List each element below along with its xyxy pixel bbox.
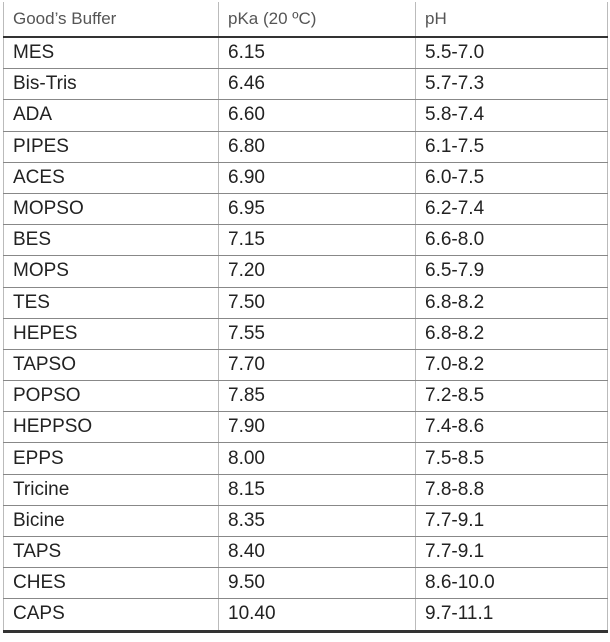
table-row: CAPS 10.40 9.7-11.1 (3, 598, 608, 633)
table-row: TAPS 8.40 7.7-9.1 (3, 536, 608, 569)
table-cell: 5.8-7.4 (415, 99, 608, 132)
table-cell: 7.15 (218, 224, 416, 257)
table-cell: 7.20 (218, 255, 416, 288)
table-cell: 6.8-8.2 (415, 318, 608, 350)
table-cell: 7.8-8.8 (415, 474, 608, 506)
header-cell: pKa (20 ºC) (218, 2, 416, 38)
table-row: HEPES 7.55 6.8-8.2 (3, 318, 608, 350)
table-row: Tricine 8.15 7.8-8.8 (3, 474, 608, 506)
table-cell: 6.8-8.2 (415, 287, 608, 319)
table-cell: POPSO (3, 380, 219, 413)
table-row: MOPSO 6.95 6.2-7.4 (3, 193, 608, 226)
table-cell: TES (3, 287, 219, 319)
table-cell: 6.1-7.5 (415, 131, 608, 163)
table-cell: 7.7-9.1 (415, 505, 608, 538)
table-cell: HEPPSO (3, 411, 219, 444)
table-cell: 6.2-7.4 (415, 193, 608, 226)
table-cell: 9.7-11.1 (415, 598, 608, 633)
table-cell: 7.90 (218, 411, 416, 444)
table-cell: 6.95 (218, 193, 416, 226)
table-row: Bis-Tris 6.46 5.7-7.3 (3, 68, 608, 101)
table-cell: CAPS (3, 598, 219, 633)
table-row: TAPSO 7.70 7.0-8.2 (3, 349, 608, 382)
table-cell: 8.6-10.0 (415, 567, 608, 600)
table-cell: BES (3, 224, 219, 257)
table-cell: 6.60 (218, 99, 416, 132)
table-cell: 6.80 (218, 131, 416, 163)
header-cell: Good’s Buffer (3, 2, 219, 38)
table-cell: 7.85 (218, 380, 416, 413)
table-cell: 5.5-7.0 (415, 37, 608, 70)
table-cell: ADA (3, 99, 219, 132)
table-cell: 7.55 (218, 318, 416, 350)
table-cell: 7.4-8.6 (415, 411, 608, 444)
table-cell: EPPS (3, 442, 219, 475)
table-row: CHES 9.50 8.6-10.0 (3, 567, 608, 600)
table-row: MOPS 7.20 6.5-7.9 (3, 255, 608, 288)
buffer-table: Good’s Buffer pKa (20 ºC) pH MES 6.15 5.5-7.… (3, 2, 608, 633)
table-cell: 8.00 (218, 442, 416, 475)
table-row: BES 7.15 6.6-8.0 (3, 224, 608, 257)
table-cell: 6.0-7.5 (415, 162, 608, 194)
table-cell: 5.7-7.3 (415, 68, 608, 101)
table-row: ADA 6.60 5.8-7.4 (3, 99, 608, 132)
table-cell: 10.40 (218, 598, 416, 633)
table-cell: TAPSO (3, 349, 219, 382)
table-cell: Bis-Tris (3, 68, 219, 101)
table-row: PIPES 6.80 6.1-7.5 (3, 131, 608, 163)
header-cell: pH (415, 2, 608, 38)
table-cell: 8.40 (218, 536, 416, 569)
table-cell: 7.70 (218, 349, 416, 382)
table-row: TES 7.50 6.8-8.2 (3, 287, 608, 319)
table-cell: MOPS (3, 255, 219, 288)
header-row: Good’s Buffer pKa (20 ºC) pH (3, 2, 608, 38)
table-row: POPSO 7.85 7.2-8.5 (3, 380, 608, 413)
table-cell: 6.46 (218, 68, 416, 101)
table-row: EPPS 8.00 7.5-8.5 (3, 442, 608, 475)
table-cell: 6.6-8.0 (415, 224, 608, 257)
table-cell: PIPES (3, 131, 219, 163)
table-cell: CHES (3, 567, 219, 600)
table-cell: ACES (3, 162, 219, 194)
table-cell: 9.50 (218, 567, 416, 600)
table-cell: 7.2-8.5 (415, 380, 608, 413)
table-cell: 7.0-8.2 (415, 349, 608, 382)
table-row: HEPPSO 7.90 7.4-8.6 (3, 411, 608, 444)
table-cell: 7.7-9.1 (415, 536, 608, 569)
table-row: ACES 6.90 6.0-7.5 (3, 162, 608, 194)
table-cell: 7.5-8.5 (415, 442, 608, 475)
table-cell: 6.90 (218, 162, 416, 194)
table-row: Bicine 8.35 7.7-9.1 (3, 505, 608, 538)
table-cell: HEPES (3, 318, 219, 350)
table-row: MES 6.15 5.5-7.0 (3, 37, 608, 70)
table-cell: 7.50 (218, 287, 416, 319)
table-cell: Bicine (3, 505, 219, 538)
table-cell: 6.15 (218, 37, 416, 70)
table-cell: TAPS (3, 536, 219, 569)
table-cell: Tricine (3, 474, 219, 506)
table-cell: 8.35 (218, 505, 416, 538)
table-cell: 8.15 (218, 474, 416, 506)
table-cell: 6.5-7.9 (415, 255, 608, 288)
table-cell: MES (3, 37, 219, 70)
table-cell: MOPSO (3, 193, 219, 226)
